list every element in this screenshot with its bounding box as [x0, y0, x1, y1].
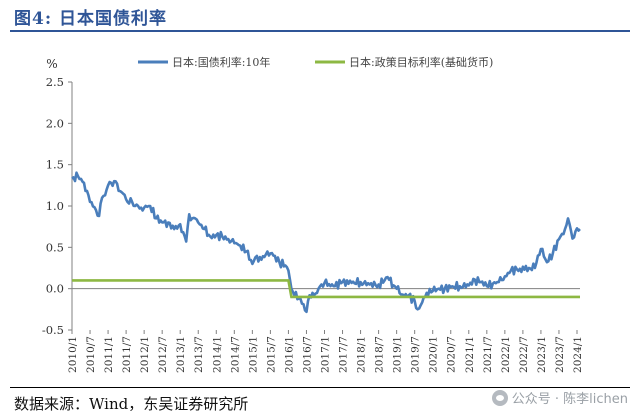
x-tick-label: 2021/7: [482, 336, 494, 373]
x-tick-label: 2013/7: [193, 336, 205, 373]
x-tick-label: 2019/7: [410, 336, 422, 373]
x-tick-label: 2019/1: [392, 336, 404, 373]
x-tick-label: 2020/1: [428, 336, 440, 373]
x-tick-label: 2012/1: [139, 336, 151, 373]
y-tick-label: 2.5: [46, 75, 64, 89]
chart-legend: 日本:国债利率:10年 日本:政策目标利率(基础货币): [138, 55, 493, 69]
x-tick-label: 2023/7: [554, 336, 566, 373]
x-tick-label: 2013/1: [175, 336, 187, 373]
x-tick-label: 2014/1: [211, 336, 223, 373]
x-tick-label: 2011/7: [121, 336, 133, 373]
chart-series: [71, 171, 581, 314]
x-tick-label: 2016/1: [283, 336, 295, 373]
x-tick-label: 2020/7: [446, 336, 458, 373]
series-line-jgb-10y: [71, 171, 581, 314]
legend-policy-label: 日本:政策目标利率(基础货币): [349, 55, 493, 69]
figure-title: 图4: 日本国债利率: [14, 9, 168, 29]
y-tick-label: 0.5: [46, 240, 64, 254]
source-note: 数据来源：Wind，东吴证券研究所: [14, 395, 249, 413]
y-tick-label: 0.0: [46, 282, 64, 296]
y-tick-label: 1.5: [46, 158, 64, 172]
series-line-policy-rate: [72, 279, 580, 299]
x-tick-label: 2010/1: [67, 336, 79, 373]
x-tick-label: 2015/1: [247, 336, 259, 373]
x-tick-label: 2016/7: [301, 336, 313, 373]
x-tick-label: 2023/1: [536, 336, 548, 373]
x-tick-label: 2018/7: [374, 336, 386, 373]
x-tick-label: 2012/7: [157, 336, 169, 373]
x-tick-label: 2014/7: [229, 336, 241, 373]
y-axis-unit: %: [46, 57, 57, 71]
x-tick-label: 2017/7: [338, 336, 350, 373]
x-tick-label: 2011/1: [103, 336, 115, 373]
x-tick-label: 2024/1: [572, 336, 584, 373]
y-tick-label: 1.0: [46, 199, 64, 213]
x-tick-label: 2022/1: [500, 336, 512, 373]
watermark: 公众号 · 陈李lichen: [491, 388, 628, 407]
legend-jgb-label: 日本:国债利率:10年: [172, 55, 270, 69]
watermark-text: 公众号 · 陈李lichen: [511, 392, 628, 407]
x-tick-label: 2017/1: [319, 336, 331, 373]
x-tick-label: 2015/7: [265, 336, 277, 373]
y-tick-label: -0.5: [42, 323, 64, 337]
x-tick-label: 2010/7: [85, 336, 97, 373]
wechat-icon: [491, 389, 508, 406]
title-rule: [10, 30, 630, 32]
x-tick-label: 2018/1: [356, 336, 368, 373]
x-tick-label: 2022/7: [518, 336, 530, 373]
x-tick-label: 2021/1: [464, 336, 476, 373]
source-rule: [10, 387, 630, 388]
y-tick-label: 2.0: [46, 116, 64, 130]
